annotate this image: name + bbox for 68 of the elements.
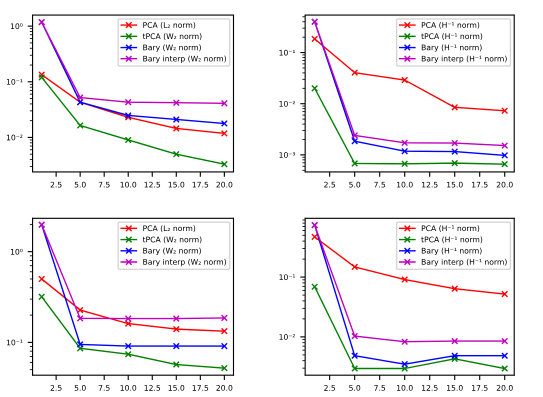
point: [401, 76, 408, 84]
point: [401, 338, 408, 346]
point: [351, 365, 358, 372]
point: [501, 152, 508, 159]
point: [401, 365, 408, 372]
point: [501, 338, 508, 345]
point: [124, 350, 132, 358]
point: [311, 233, 318, 240]
point: [220, 314, 228, 322]
point: [124, 98, 132, 106]
point: [311, 35, 318, 42]
point: [351, 132, 358, 139]
point: [124, 136, 132, 144]
point: [311, 84, 318, 92]
point: [401, 160, 408, 168]
point: [220, 160, 228, 168]
point: [76, 340, 84, 348]
point: [172, 116, 180, 123]
point: [172, 150, 180, 158]
point: [501, 142, 508, 150]
point: [124, 342, 132, 350]
point: [220, 342, 228, 350]
point: [220, 328, 228, 335]
point: [38, 293, 46, 300]
point: [172, 99, 180, 106]
point: [172, 326, 180, 333]
point: [38, 276, 46, 282]
point: [351, 263, 358, 270]
point: [351, 138, 358, 145]
point: [501, 290, 508, 298]
point: [451, 352, 458, 360]
point: [401, 360, 408, 368]
point: [401, 276, 408, 284]
point: [401, 139, 408, 146]
point: [501, 352, 508, 360]
point: [76, 344, 84, 352]
point: [401, 148, 408, 155]
point: [76, 122, 84, 129]
point: [38, 71, 46, 78]
point: [220, 364, 228, 372]
point: [220, 100, 228, 107]
point: [76, 314, 84, 322]
point: [76, 94, 84, 102]
point: [124, 320, 132, 328]
point: [38, 74, 46, 81]
point: [451, 140, 458, 147]
point: [501, 365, 508, 372]
point: [451, 338, 458, 345]
point: [220, 130, 228, 137]
point: [501, 107, 508, 114]
point: [76, 306, 84, 314]
point: [451, 104, 458, 111]
point: [351, 332, 358, 340]
point: [172, 124, 180, 132]
point: [501, 160, 508, 168]
point: [124, 315, 132, 322]
point: [172, 315, 180, 322]
point: [351, 352, 358, 360]
point: [172, 342, 180, 350]
point: [220, 120, 228, 127]
point: [351, 160, 358, 167]
point: [451, 355, 458, 362]
point: [451, 285, 458, 292]
point: [451, 160, 458, 167]
point: [451, 148, 458, 156]
point: [351, 69, 358, 76]
point: [172, 361, 180, 368]
point: [311, 283, 318, 290]
